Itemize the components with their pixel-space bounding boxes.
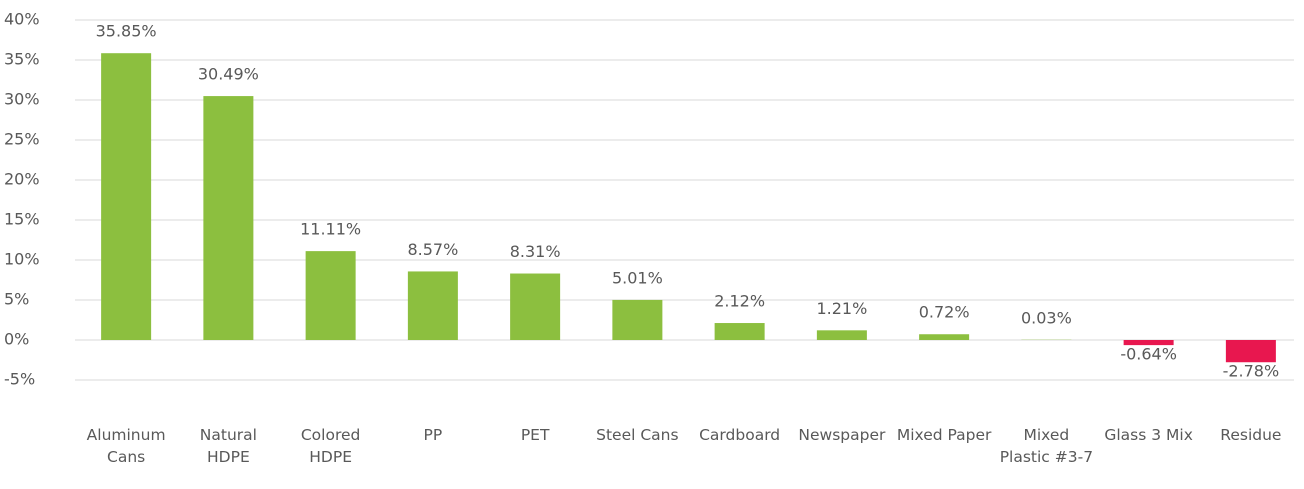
bar bbox=[714, 323, 765, 340]
x-tick-label: Natural HDPE bbox=[199, 426, 257, 466]
y-tick-label: 20% bbox=[4, 170, 40, 189]
value-label: 11.11% bbox=[300, 220, 361, 239]
x-tick-label: Glass 3 Mix bbox=[1104, 426, 1193, 444]
y-tick-label: 10% bbox=[4, 250, 40, 269]
value-label: 0.72% bbox=[919, 303, 970, 322]
y-tick-label: 5% bbox=[4, 290, 29, 309]
x-tick-label: Mixed Paper bbox=[896, 426, 992, 444]
bar bbox=[1225, 340, 1276, 363]
y-tick-label: 35% bbox=[4, 50, 40, 69]
bar bbox=[101, 53, 152, 340]
value-label: 8.57% bbox=[407, 240, 458, 259]
bar bbox=[816, 330, 867, 340]
value-label: 8.31% bbox=[510, 242, 561, 261]
x-tick-label: Steel Cans bbox=[596, 426, 679, 444]
value-label: 2.12% bbox=[714, 292, 765, 311]
y-tick-label: 15% bbox=[4, 210, 40, 229]
x-tick-label: Mixed Plastic #3-7 bbox=[999, 426, 1094, 466]
value-label: 30.49% bbox=[198, 65, 259, 84]
value-label: 0.03% bbox=[1021, 308, 1072, 327]
value-label: -0.64% bbox=[1120, 345, 1177, 364]
x-tick-label: Aluminum Cans bbox=[86, 426, 166, 466]
value-label: 5.01% bbox=[612, 268, 663, 287]
bar bbox=[612, 299, 663, 340]
x-tick-label: Newspaper bbox=[798, 426, 886, 444]
y-tick-label: 30% bbox=[4, 90, 40, 109]
x-tick-label: Colored HDPE bbox=[300, 426, 361, 466]
bar bbox=[407, 271, 458, 340]
y-tick-label: 40% bbox=[4, 10, 40, 29]
value-label: -2.78% bbox=[1223, 362, 1280, 381]
bar bbox=[1123, 340, 1174, 346]
value-label: 1.21% bbox=[816, 299, 867, 318]
x-tick-label: PP bbox=[423, 426, 443, 444]
y-tick-label: 25% bbox=[4, 130, 40, 149]
x-tick-label: Residue bbox=[1220, 426, 1282, 444]
y-tick-label: 0% bbox=[4, 330, 29, 349]
y-tick-label: -5% bbox=[4, 370, 35, 389]
x-tick-label: Cardboard bbox=[699, 426, 781, 444]
bar bbox=[510, 273, 561, 340]
bar bbox=[305, 251, 356, 340]
value-label: 35.85% bbox=[96, 22, 157, 41]
bar bbox=[203, 96, 254, 340]
bar bbox=[919, 334, 970, 340]
x-tick-label: PET bbox=[520, 426, 550, 444]
